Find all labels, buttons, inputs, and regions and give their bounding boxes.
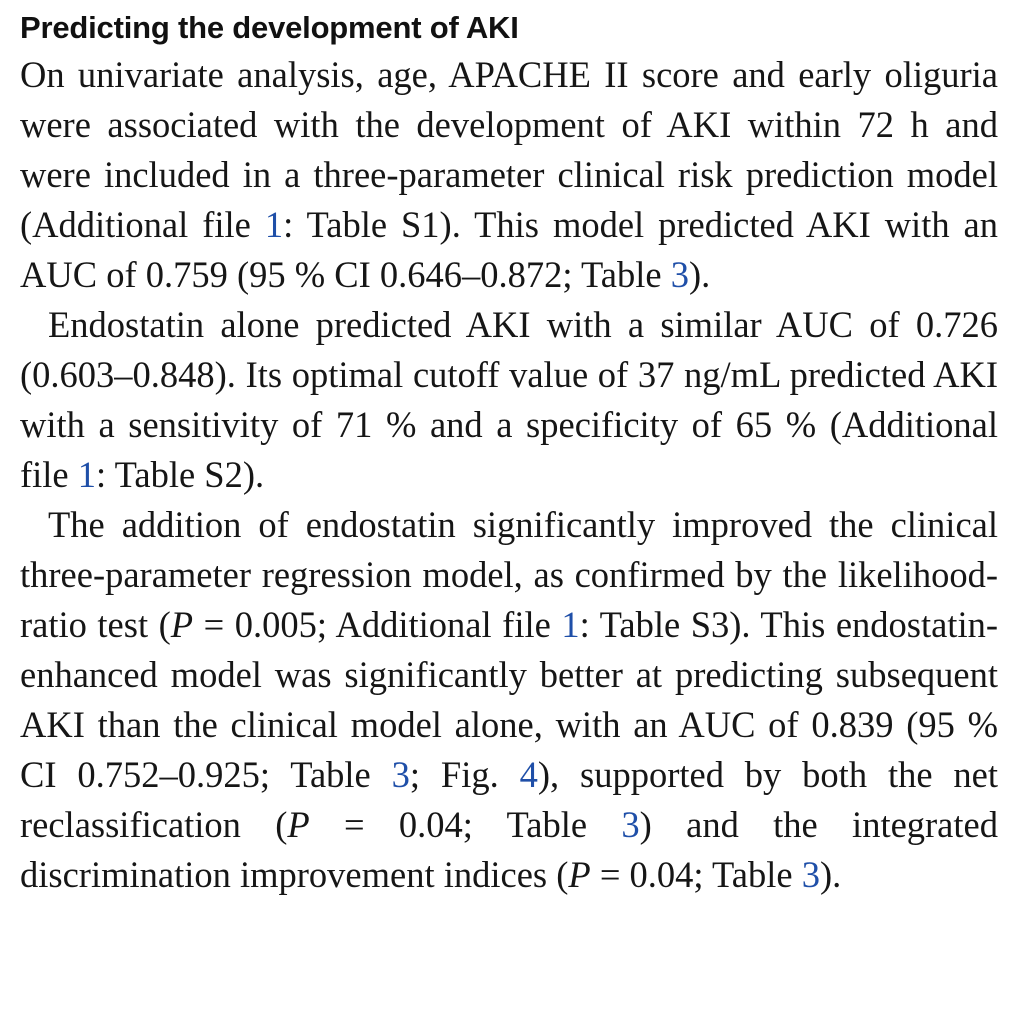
paragraph-text: ). — [819, 854, 842, 895]
citation-link[interactable]: 1 — [77, 454, 97, 495]
citation-link[interactable]: 3 — [621, 804, 640, 845]
paragraph-text: Endostatin alone predicted AKI with a si… — [20, 304, 998, 495]
citation-link[interactable]: 1 — [561, 604, 580, 645]
italic-symbol: P — [170, 604, 194, 645]
citation-link[interactable]: 3 — [801, 854, 820, 895]
paragraph-text: On univariate analysis, age, APACHE II s… — [20, 54, 998, 245]
paragraph-text: : Table S1). This model predicted AKI wi… — [20, 204, 998, 295]
citation-link[interactable]: 1 — [264, 204, 284, 245]
paragraph-text: = 0.005; Additional file — [193, 604, 562, 645]
citation-link[interactable]: 3 — [670, 254, 689, 295]
paragraph-1: On univariate analysis, age, APACHE II s… — [20, 50, 998, 300]
paragraph-text: ) and the integrated discrimination impr… — [20, 804, 998, 895]
paragraph-text: ), supported by both the net reclassific… — [20, 754, 998, 845]
paragraph-text: : Table S2). — [96, 454, 265, 495]
paragraph-text: : Table S3). This endostatin-enhanced mo… — [20, 604, 998, 795]
paragraph-text: = 0.04; Table — [309, 804, 622, 845]
citation-link[interactable]: 3 — [391, 754, 410, 795]
paragraph-3: The addition of endostatin significantly… — [20, 500, 998, 900]
paragraph-text: The addition of endostatin significantly… — [20, 504, 998, 645]
italic-symbol: P — [568, 854, 591, 895]
citation-link[interactable]: 4 — [519, 754, 538, 795]
paragraph-2: Endostatin alone predicted AKI with a si… — [20, 300, 998, 500]
paragraph-text: = 0.04; Table — [590, 854, 802, 895]
paragraph-text: ). — [688, 254, 711, 295]
italic-symbol: P — [287, 804, 310, 845]
section-heading: Predicting the development of AKI — [20, 10, 519, 45]
paragraph-text: ; Fig. — [409, 754, 520, 795]
article-page: Predicting the development of AKI On uni… — [20, 0, 998, 900]
